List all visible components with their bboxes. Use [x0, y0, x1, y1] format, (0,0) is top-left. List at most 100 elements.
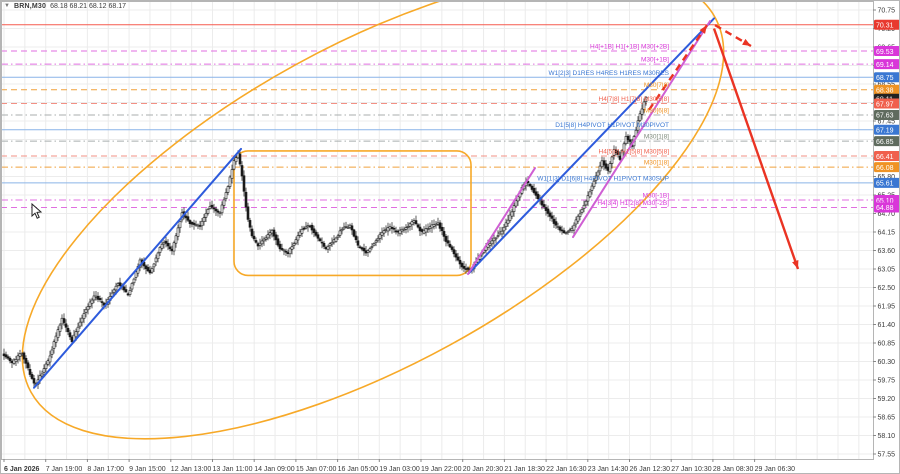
x-axis-label: 12 Jan 13:00 [171, 466, 212, 473]
candle-body [70, 336, 74, 343]
candle-body [424, 228, 428, 233]
price-badge-bg [874, 136, 899, 147]
y-axis-tick-label: 63.05 [878, 267, 896, 274]
candle-body [74, 331, 78, 338]
y-axis-tick-label: 58.65 [878, 415, 896, 422]
candle-body [410, 221, 414, 226]
candle-body [508, 214, 512, 221]
candle-body [456, 256, 460, 261]
price-badge: 68.75 [874, 72, 899, 83]
plot-border [1, 1, 874, 460]
price-badge: 66.41 [874, 150, 899, 161]
candle-body [628, 139, 632, 142]
red-dashed-down-arrow[interactable] [714, 24, 752, 48]
candle-body [134, 271, 138, 278]
candle-body [302, 227, 306, 230]
symbol-timeframe-label: BRN,M30 [13, 3, 47, 10]
candle-body [100, 301, 104, 303]
y-axis-tick-label: 64.70 [878, 211, 896, 218]
candle-body [68, 332, 72, 338]
price-badge: 68.38 [874, 84, 899, 95]
arrowhead [699, 25, 707, 34]
candle-body [380, 231, 384, 236]
y-axis-tick-label: 60.30 [878, 359, 896, 366]
candle-body [244, 191, 248, 208]
price-badge-label: 68.75 [876, 75, 894, 82]
trendline-magenta-uptrend-2[interactable] [572, 20, 711, 239]
candle-body [534, 191, 538, 196]
candle-body [554, 221, 558, 226]
candle-body [572, 224, 576, 231]
candle-body [56, 329, 60, 338]
candle-body [550, 215, 554, 219]
candle-body [192, 222, 196, 225]
red-dashed-up-arrow-shaft[interactable] [648, 24, 708, 111]
candle-body [310, 224, 314, 231]
price-badge-label: 69.14 [876, 62, 894, 69]
price-badge: 65.61 [874, 177, 899, 188]
level-annotation: M30[-1B] [643, 193, 670, 200]
x-axis-label: 26 Jan 12:30 [630, 466, 671, 473]
candle-body [26, 362, 30, 369]
candle-body [404, 227, 408, 230]
candle-body [604, 163, 608, 169]
candle-body [116, 283, 120, 286]
candle-body [372, 243, 376, 246]
candle-body [382, 230, 386, 234]
candle-body [266, 234, 270, 239]
y-axis[interactable]: 70.7570.2069.6569.1068.5568.0067.4566.90… [873, 8, 900, 459]
red-solid-down-arrow-shaft[interactable] [712, 28, 800, 270]
candle-body [460, 263, 464, 268]
x-axis[interactable]: 6 Jan 2026 7 Jan 19:00 8 Jan 17:00 9 Jan 15… [3, 459, 795, 473]
collapse-chart-icon[interactable]: ▼ [4, 3, 10, 9]
price-badge-bg [874, 150, 899, 161]
x-axis-label: 7 Jan 19:00 [46, 466, 83, 473]
trendline-blue-uptrend-2[interactable] [468, 17, 715, 275]
level-annotation: H4[5|8] H1[5|8] M30[5|8] [599, 148, 670, 155]
y-axis-tick-label: 64.15 [878, 230, 896, 237]
candle-body [268, 232, 272, 236]
price-badge-bg [874, 202, 899, 213]
red-dashed-up-arrow[interactable] [648, 24, 708, 111]
price-badge: 70.31 [874, 19, 899, 30]
candle-body [452, 249, 456, 255]
trendline-blue-uptrend-1[interactable] [33, 147, 242, 389]
y-axis-tick-label: 59.20 [878, 396, 896, 403]
candle-body [82, 313, 86, 319]
candle-body [638, 113, 642, 121]
candle-body [98, 298, 102, 301]
candle-body [226, 186, 230, 193]
candle-body [112, 289, 116, 293]
candle-body [644, 96, 648, 102]
ohlc-readout: 68.18 68.21 68.12 68.17 [50, 3, 126, 10]
red-solid-down-arrow[interactable] [712, 28, 800, 270]
red-dashed-down-arrow-shaft[interactable] [714, 24, 752, 48]
candle-body [314, 231, 318, 236]
candle-body [548, 212, 552, 217]
candle-body [178, 221, 182, 229]
price-badge: 67.97 [874, 98, 899, 109]
candle-body [414, 220, 418, 225]
candle-body [186, 216, 190, 221]
projection-ellipse[interactable] [1, 1, 792, 474]
candle-body [450, 246, 454, 250]
candle-body [598, 165, 602, 172]
x-axis-label: 8 Jan 17:00 [87, 466, 124, 473]
x-axis-label: 14 Jan 09:00 [254, 466, 295, 473]
candle-body [282, 249, 286, 252]
candle-body [440, 226, 444, 232]
y-axis-tick-label: 63.60 [878, 248, 896, 255]
candle-body [200, 220, 204, 227]
consolidation-box[interactable] [233, 150, 472, 277]
candle-body [210, 204, 214, 208]
price-badge: 69.14 [874, 59, 899, 70]
x-axis-label: 21 Jan 18:30 [504, 466, 545, 473]
candle-body [602, 160, 606, 166]
price-badge: 66.85 [874, 136, 899, 147]
candle-body [578, 213, 582, 217]
candle-body [344, 226, 348, 228]
candle-body [328, 243, 332, 247]
trendline-magenta-uptrend-1[interactable] [467, 167, 536, 276]
y-axis-tick-label: 58.10 [878, 433, 896, 440]
